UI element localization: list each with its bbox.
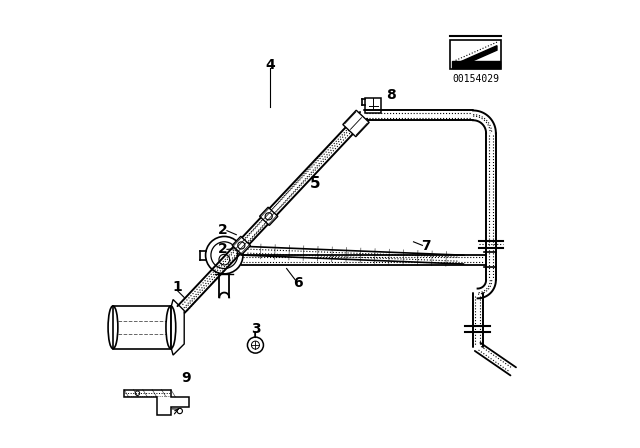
Bar [365, 99, 381, 113]
Polygon shape [232, 236, 250, 254]
Text: 9: 9 [182, 370, 191, 384]
Polygon shape [456, 46, 497, 69]
Text: 2: 2 [218, 242, 228, 256]
Text: 8: 8 [387, 88, 396, 102]
Bar [450, 40, 501, 69]
Text: 00154029: 00154029 [452, 74, 499, 84]
Text: 1: 1 [173, 280, 182, 294]
Polygon shape [343, 110, 369, 137]
Text: 6: 6 [293, 276, 303, 290]
Text: 7: 7 [421, 239, 431, 253]
Text: 4: 4 [265, 58, 275, 72]
Bar [452, 61, 500, 68]
Text: 5: 5 [310, 177, 321, 191]
Polygon shape [260, 207, 278, 225]
Text: 3: 3 [251, 322, 260, 336]
Text: 2: 2 [218, 223, 228, 237]
